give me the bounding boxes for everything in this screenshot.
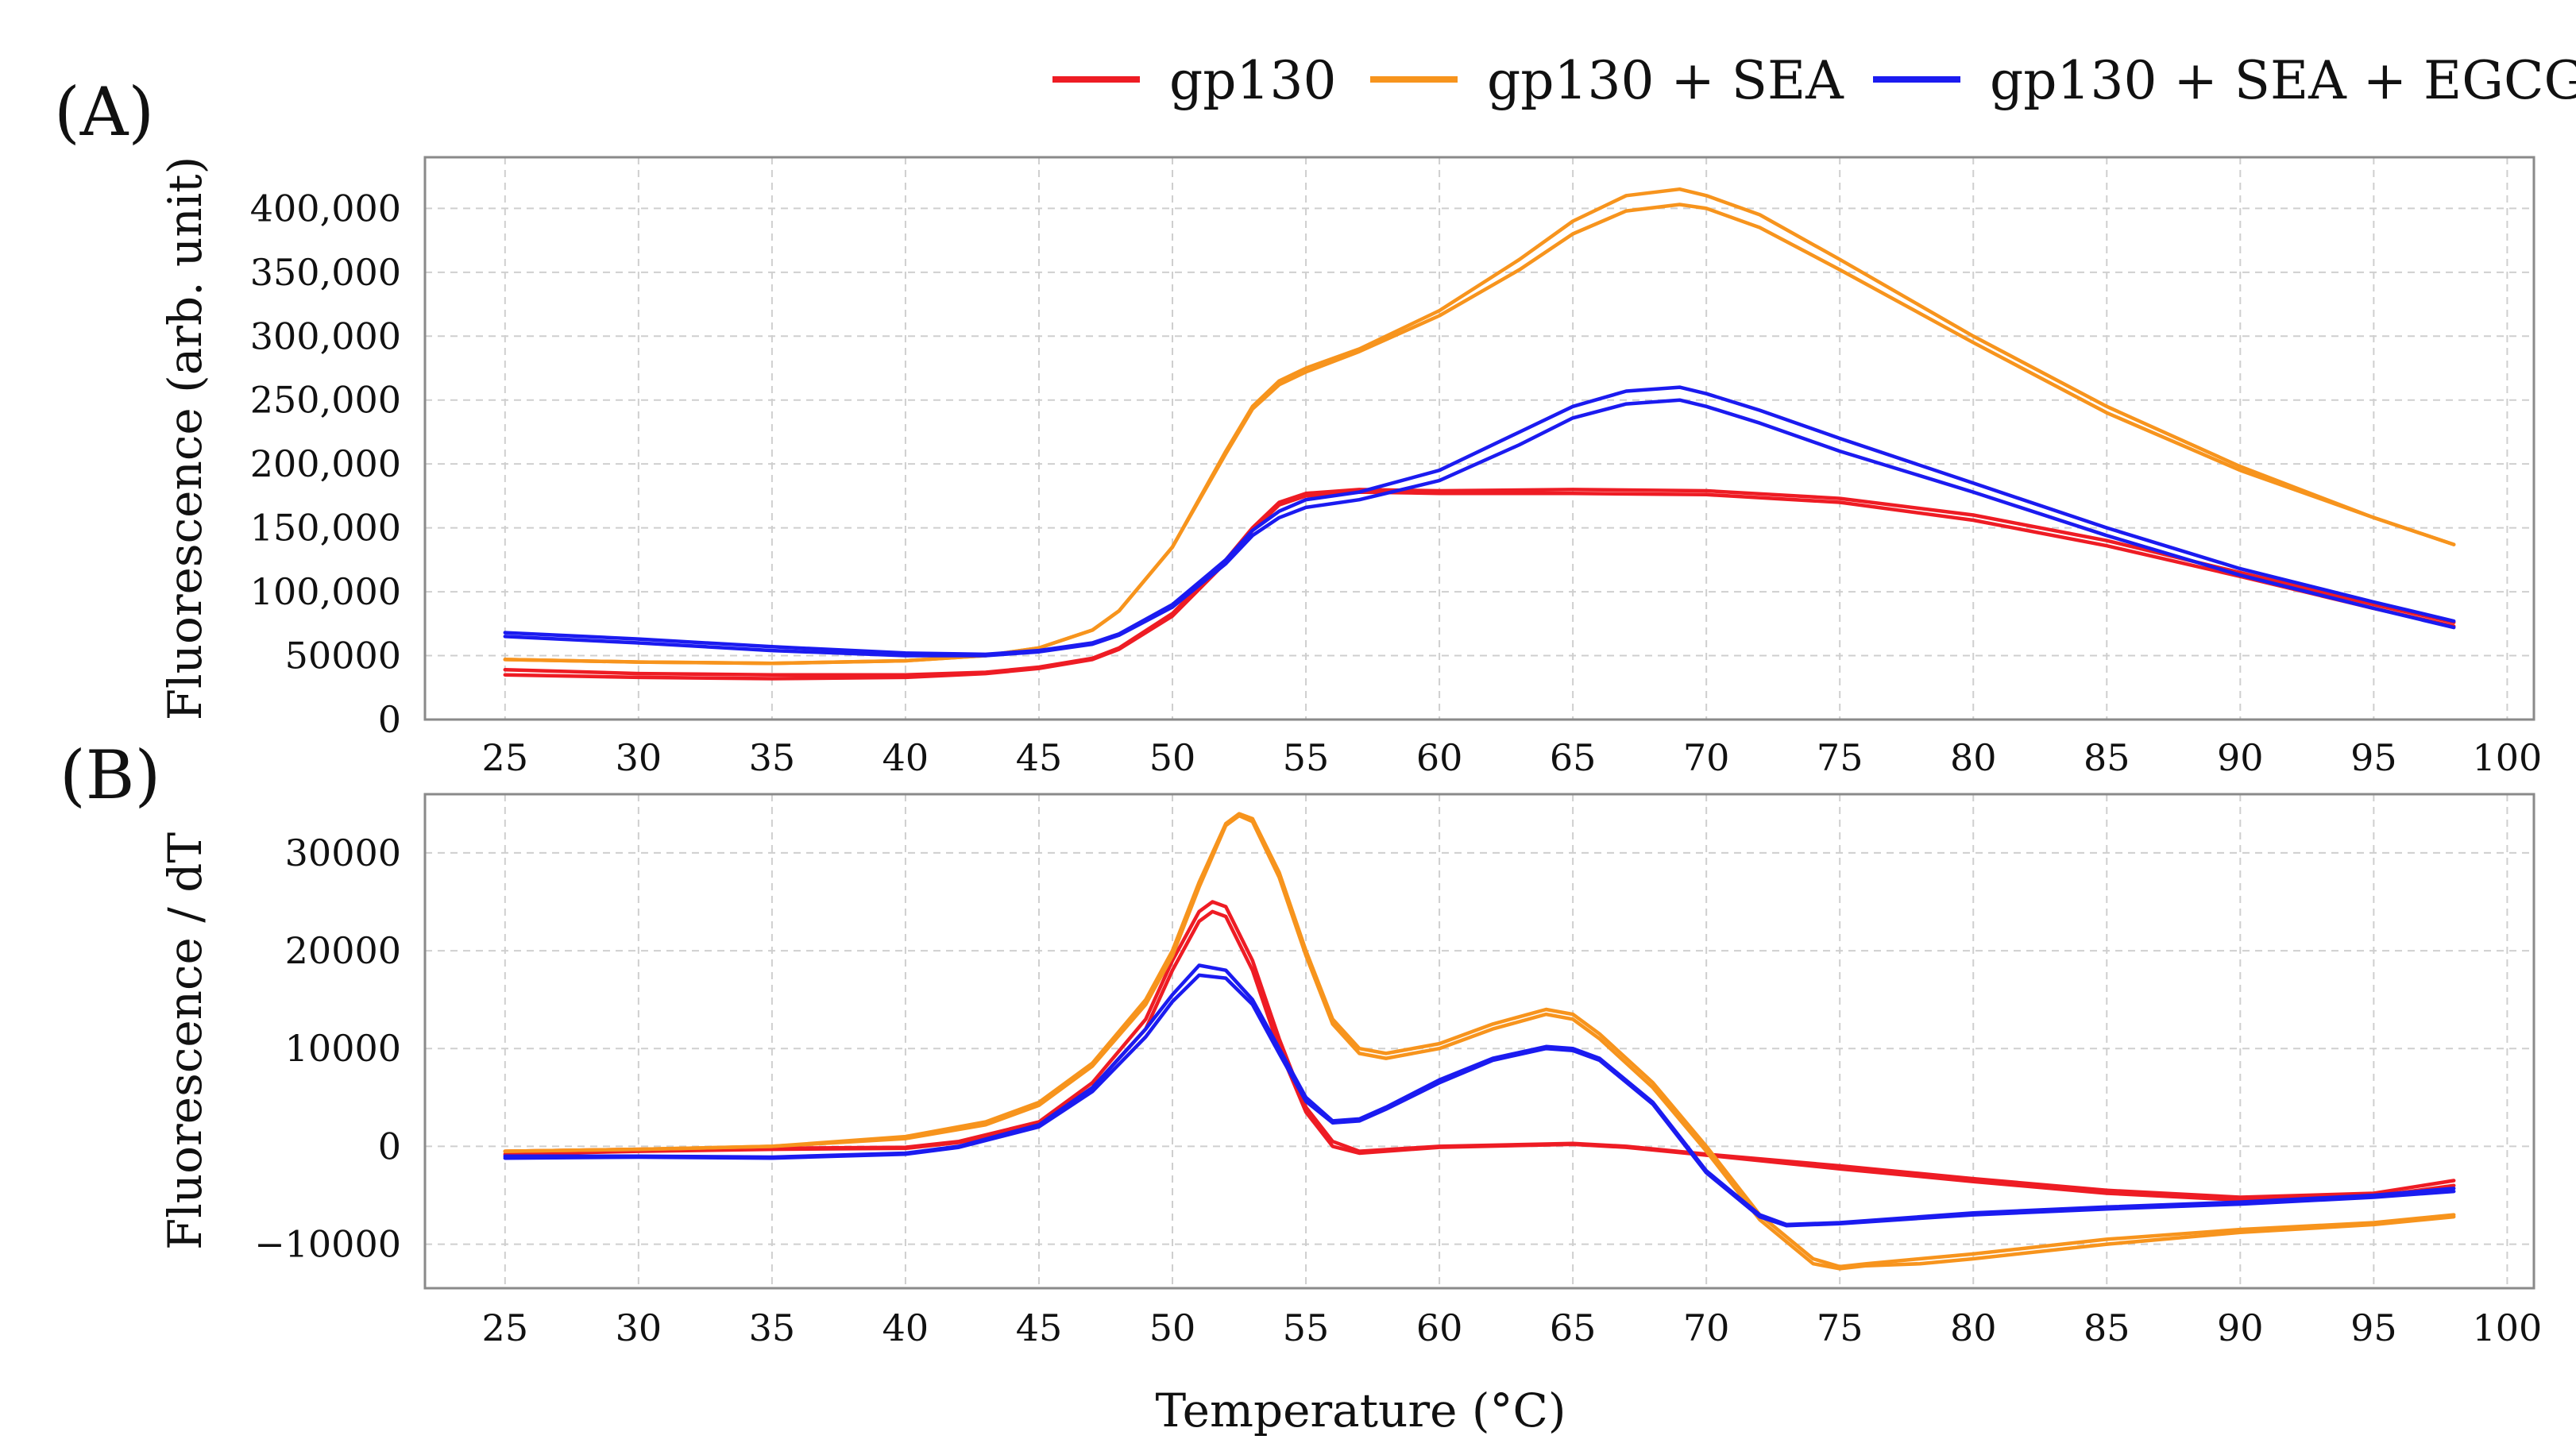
panel-b-x-tick-65: 65	[1550, 1306, 1597, 1349]
panel-a-x-tick-45: 45	[1016, 736, 1063, 779]
panel-b-y-tick-2: 10000	[285, 1027, 401, 1070]
panel-a-x-tick-90: 90	[2217, 736, 2264, 779]
panel-a-y-tick-6: 300,000	[250, 315, 401, 357]
panel-a-line-gp130-sea-egcg-rep2	[503, 398, 2456, 658]
panel-a-x-tick-40: 40	[882, 736, 929, 779]
panel-b-x-tick-85: 85	[2084, 1306, 2130, 1349]
panel-a-y-tick-4: 200,000	[250, 442, 401, 485]
panel-a-x-tick-60: 60	[1416, 736, 1463, 779]
panel-a-x-tick-55: 55	[1283, 736, 1330, 779]
panel-a-frame	[423, 156, 2535, 721]
panel-label-b: (B)	[60, 736, 160, 814]
panel-b-x-tick-90: 90	[2217, 1306, 2264, 1349]
panel-a: 25 30 35 40 45 50 55 60 65 70 75 80 85 90 95 100 0 50000 1…	[158, 156, 2542, 779]
panel-a-x-tick-25: 25	[482, 736, 529, 779]
panel-a-x-tick-80: 80	[1950, 736, 1997, 779]
panel-b-y-axis-title: Fluorescence / dT	[158, 832, 212, 1250]
panel-a-y-tick-5: 250,000	[250, 379, 401, 422]
panel-b-tick-labels: 25 30 35 40 45 50 55 60 65 70 75 80 85 90 95 100 −10000 0…	[254, 832, 2542, 1349]
panel-b-x-tick-60: 60	[1416, 1306, 1463, 1349]
panel-a-x-tick-85: 85	[2084, 736, 2130, 779]
panel-a-y-tick-2: 100,000	[250, 570, 401, 613]
panel-b-y-tick-1: 0	[378, 1125, 401, 1167]
panel-b-x-axis-title: Temperature (°C)	[1155, 1383, 1566, 1437]
panel-a-y-tick-1: 50000	[285, 635, 401, 677]
panel-b-x-tick-30: 30	[616, 1306, 662, 1349]
panel-a-series	[503, 187, 2456, 681]
panel-b-series	[503, 812, 2456, 1271]
panel-a-tick-labels: 25 30 35 40 45 50 55 60 65 70 75 80 85 90 95 100 0 50000 1…	[250, 187, 2543, 779]
legend: gp130 gp130 + SEA gp130 + SEA + EGCG	[1052, 50, 2576, 111]
legend-label-gp130: gp130	[1169, 50, 1336, 111]
panel-a-x-tick-70: 70	[1683, 736, 1730, 779]
panel-b-x-tick-45: 45	[1016, 1306, 1063, 1349]
panel-b-x-tick-100: 100	[2472, 1306, 2542, 1349]
legend-label-gp130-sea: gp130 + SEA	[1487, 50, 1844, 111]
panel-b: 25 30 35 40 45 50 55 60 65 70 75 80 85 90 95 100 −10000 0…	[158, 793, 2542, 1437]
panel-a-y-axis-title: Fluorescence (arb. unit)	[158, 156, 212, 720]
panel-b-gridlines	[425, 794, 2534, 1288]
panel-a-y-tick-7: 350,000	[250, 251, 401, 294]
panel-b-x-tick-95: 95	[2350, 1306, 2397, 1349]
panel-b-x-tick-70: 70	[1683, 1306, 1730, 1349]
panel-b-line-gp130-sea-rep1	[503, 812, 2456, 1269]
panel-b-x-tick-50: 50	[1149, 1306, 1196, 1349]
panel-b-line-gp130-rep1	[503, 900, 2456, 1199]
panel-a-x-tick-100: 100	[2472, 736, 2542, 779]
panel-b-x-tick-75: 75	[1817, 1306, 1863, 1349]
panel-b-x-tick-40: 40	[882, 1306, 929, 1349]
panel-a-gridlines	[425, 157, 2534, 720]
panel-b-x-tick-25: 25	[482, 1306, 529, 1349]
panel-b-line-gp130-sea-egcg-rep1	[503, 963, 2456, 1227]
panel-a-y-tick-3: 150,000	[250, 507, 401, 550]
panel-a-line-gp130-sea-rep2	[503, 203, 2456, 666]
panel-b-x-tick-55: 55	[1283, 1306, 1330, 1349]
panel-a-y-tick-0: 0	[378, 698, 401, 741]
panel-a-y-tick-8: 400,000	[250, 187, 401, 230]
panel-label-a: (A)	[54, 73, 154, 151]
panel-a-x-tick-30: 30	[616, 736, 662, 779]
panel-a-x-tick-35: 35	[749, 736, 796, 779]
panel-b-y-tick-0: −10000	[254, 1223, 401, 1266]
panel-b-y-tick-3: 20000	[285, 929, 401, 972]
panel-a-line-gp130-rep2	[503, 490, 2456, 681]
panel-a-x-tick-95: 95	[2350, 736, 2397, 779]
panel-b-frame	[423, 793, 2535, 1290]
panel-b-line-gp130-sea-rep2	[503, 813, 2456, 1271]
panel-b-line-gp130-sea-egcg-rep2	[503, 973, 2456, 1228]
panel-a-x-tick-75: 75	[1817, 736, 1863, 779]
panel-a-x-tick-50: 50	[1149, 736, 1196, 779]
panel-b-x-tick-80: 80	[1950, 1306, 1997, 1349]
panel-a-line-gp130-sea-egcg-rep1	[503, 385, 2456, 657]
panel-b-x-tick-35: 35	[749, 1306, 796, 1349]
legend-label-gp130-sea-egcg: gp130 + SEA + EGCG	[1990, 50, 2576, 111]
panel-b-y-tick-4: 30000	[285, 832, 401, 874]
panel-a-x-tick-65: 65	[1550, 736, 1597, 779]
